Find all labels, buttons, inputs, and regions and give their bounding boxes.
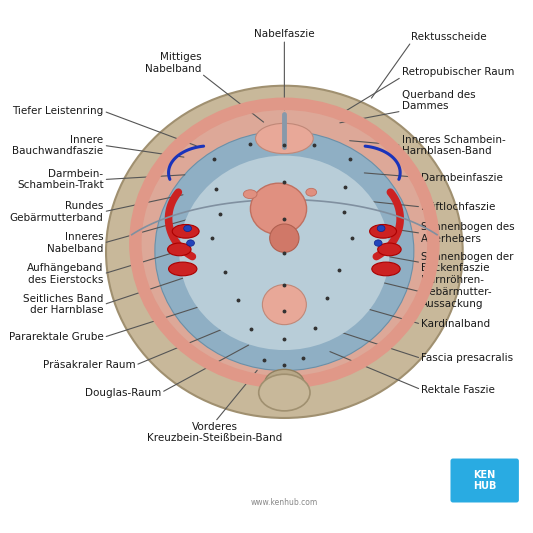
Text: Vorderes
Kreuzbein-Steißbein-Band: Vorderes Kreuzbein-Steißbein-Band <box>147 422 282 443</box>
Text: Präsakraler Raum: Präsakraler Raum <box>43 360 135 370</box>
Text: Retropubischer Raum: Retropubischer Raum <box>402 67 514 77</box>
Ellipse shape <box>244 190 257 199</box>
Text: Tiefer Leistenring: Tiefer Leistenring <box>12 106 103 116</box>
Ellipse shape <box>167 243 191 256</box>
Ellipse shape <box>270 224 299 252</box>
Text: Sehnenbogen der
Beckenfaszie: Sehnenbogen der Beckenfaszie <box>421 252 514 273</box>
Ellipse shape <box>262 285 306 325</box>
Text: Rundes
Gebärmutterband: Rundes Gebärmutterband <box>10 201 103 223</box>
Ellipse shape <box>306 188 317 196</box>
Ellipse shape <box>259 374 310 411</box>
Ellipse shape <box>172 224 199 238</box>
Ellipse shape <box>179 156 390 350</box>
Ellipse shape <box>184 225 191 231</box>
Ellipse shape <box>369 224 397 238</box>
Text: Darmbein-
Schambein-Trakt: Darmbein- Schambein-Trakt <box>17 169 103 190</box>
Ellipse shape <box>378 243 401 256</box>
Text: Pararektale Grube: Pararektale Grube <box>9 333 103 342</box>
Ellipse shape <box>168 262 197 276</box>
Text: Nabelfaszie: Nabelfaszie <box>254 29 314 39</box>
Text: Fascia presacralis: Fascia presacralis <box>421 353 513 364</box>
Ellipse shape <box>187 240 195 246</box>
Text: Hüftlochfaszie: Hüftlochfaszie <box>421 202 496 212</box>
Text: Harnröhren-
Gebärmutter-
Aussackung: Harnröhren- Gebärmutter- Aussackung <box>421 276 492 309</box>
Ellipse shape <box>255 123 313 154</box>
FancyBboxPatch shape <box>450 458 519 503</box>
Text: Aufhängeband
des Eierstocks: Aufhängeband des Eierstocks <box>27 263 103 285</box>
Text: Douglas-Raum: Douglas-Raum <box>85 387 161 398</box>
Text: Inneres Schambein-
Harnblasen-Band: Inneres Schambein- Harnblasen-Band <box>402 134 505 156</box>
Text: www.kenhub.com: www.kenhub.com <box>251 498 318 507</box>
Text: Mittiges
Nabelband: Mittiges Nabelband <box>145 52 201 74</box>
Ellipse shape <box>106 86 463 418</box>
Text: Seitliches Band
der Harnblase: Seitliches Band der Harnblase <box>23 294 103 316</box>
Ellipse shape <box>372 262 400 276</box>
Text: Darmbeinfaszie: Darmbeinfaszie <box>421 173 503 183</box>
Text: Kardinalband: Kardinalband <box>421 319 490 329</box>
Ellipse shape <box>377 225 385 231</box>
Text: Rektale Faszie: Rektale Faszie <box>421 385 495 394</box>
Ellipse shape <box>374 240 382 246</box>
Ellipse shape <box>251 183 306 235</box>
Ellipse shape <box>265 369 304 396</box>
Ellipse shape <box>155 131 414 370</box>
Text: Inneres
Nabelband: Inneres Nabelband <box>47 232 103 254</box>
Text: KEN
HUB: KEN HUB <box>473 470 496 491</box>
Text: Rektusscheide: Rektusscheide <box>411 32 487 42</box>
Text: Querband des
Dammes: Querband des Dammes <box>402 90 475 111</box>
Ellipse shape <box>135 104 433 382</box>
Text: Sehnenbogen des
Afterhebers: Sehnenbogen des Afterhebers <box>421 222 515 244</box>
Text: Innere
Bauchwandfaszie: Innere Bauchwandfaszie <box>12 134 103 156</box>
